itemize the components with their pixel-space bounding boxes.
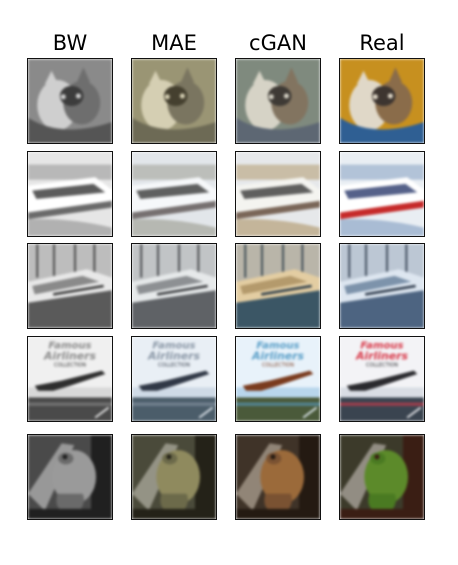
image-frog-real [339, 434, 425, 520]
svg-text:Airliners: Airliners [43, 350, 97, 363]
image-book-cover-mae: Famous Airliners COLLECTION [131, 336, 217, 422]
image-yacht-white-mae [131, 151, 217, 237]
image-yacht-white-bw [27, 151, 113, 237]
svg-text:Famous: Famous [152, 341, 195, 352]
image-frog-bw [27, 434, 113, 520]
image-boat-harbor-bw [27, 243, 113, 329]
svg-text:Famous: Famous [360, 341, 403, 352]
svg-text:Airliners: Airliners [251, 350, 305, 363]
image-boat-harbor-mae [131, 243, 217, 329]
thumbnail-image [132, 244, 216, 328]
svg-text:Famous: Famous [48, 341, 91, 352]
column-title-bw: BW [52, 31, 88, 55]
image-cats-mae [131, 58, 217, 144]
svg-text:COLLECTION: COLLECTION [54, 362, 86, 368]
thumbnail-image [28, 152, 112, 236]
thumbnail-image: Famous Airliners COLLECTION [28, 337, 112, 421]
thumbnail-image [28, 435, 112, 519]
image-yacht-white-cgan [235, 151, 321, 237]
svg-text:COLLECTION: COLLECTION [366, 362, 398, 368]
image-cats-real [339, 58, 425, 144]
image-boat-harbor-real [339, 243, 425, 329]
image-book-cover-real: Famous Airliners COLLECTION [339, 336, 425, 422]
thumbnail-image [236, 152, 320, 236]
column-title-real: Real [359, 31, 405, 55]
thumbnail-image [132, 152, 216, 236]
thumbnail-image [236, 435, 320, 519]
svg-text:COLLECTION: COLLECTION [158, 362, 190, 368]
image-book-cover-cgan: Famous Airliners COLLECTION [235, 336, 321, 422]
image-frog-mae [131, 434, 217, 520]
thumbnail-image [340, 435, 424, 519]
thumbnail-image [340, 152, 424, 236]
thumbnail-image [28, 59, 112, 143]
image-yacht-white-real [339, 151, 425, 237]
thumbnail-image: Famous Airliners COLLECTION [132, 337, 216, 421]
thumbnail-image [132, 59, 216, 143]
image-book-cover-bw: Famous Airliners COLLECTION [27, 336, 113, 422]
svg-text:Famous: Famous [256, 341, 299, 352]
image-frog-cgan [235, 434, 321, 520]
image-cats-cgan [235, 58, 321, 144]
svg-text:COLLECTION: COLLECTION [262, 362, 294, 368]
thumbnail-image [236, 244, 320, 328]
column-title-cgan: cGAN [249, 31, 307, 55]
thumbnail-image [132, 435, 216, 519]
thumbnail-image: Famous Airliners COLLECTION [340, 337, 424, 421]
svg-text:Airliners: Airliners [355, 350, 409, 363]
thumbnail-image: Famous Airliners COLLECTION [236, 337, 320, 421]
thumbnail-image [340, 59, 424, 143]
svg-text:Airliners: Airliners [147, 350, 201, 363]
image-boat-harbor-cgan [235, 243, 321, 329]
thumbnail-image [28, 244, 112, 328]
thumbnail-image [340, 244, 424, 328]
column-title-mae: MAE [151, 31, 197, 55]
image-cats-bw [27, 58, 113, 144]
thumbnail-image [236, 59, 320, 143]
